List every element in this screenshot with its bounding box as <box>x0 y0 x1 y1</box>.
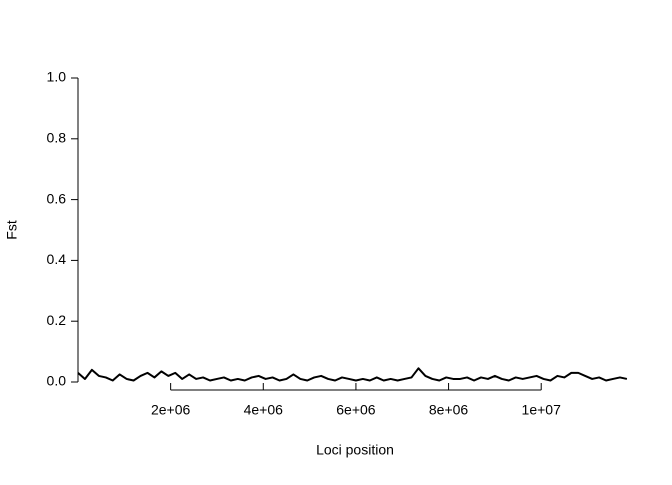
y-tick-label: 0.0 <box>47 373 67 389</box>
x-axis-label: Loci position <box>316 442 394 458</box>
data-line <box>77 367 628 382</box>
x-tick-label: 4e+06 <box>244 402 284 418</box>
y-tick-label: 0.6 <box>47 190 67 206</box>
y-tick-label: 0.4 <box>47 251 67 267</box>
x-tick-label: 8e+06 <box>429 402 469 418</box>
x-tick-label: 6e+06 <box>336 402 376 418</box>
y-tick-label: 0.8 <box>47 130 67 146</box>
y-axis-label: Fst <box>4 220 20 240</box>
x-tick-label: 2e+06 <box>151 402 191 418</box>
y-tick-label: 1.0 <box>47 69 67 85</box>
x-tick-label: 1e+07 <box>522 402 562 418</box>
y-tick-label: 0.2 <box>47 312 67 328</box>
